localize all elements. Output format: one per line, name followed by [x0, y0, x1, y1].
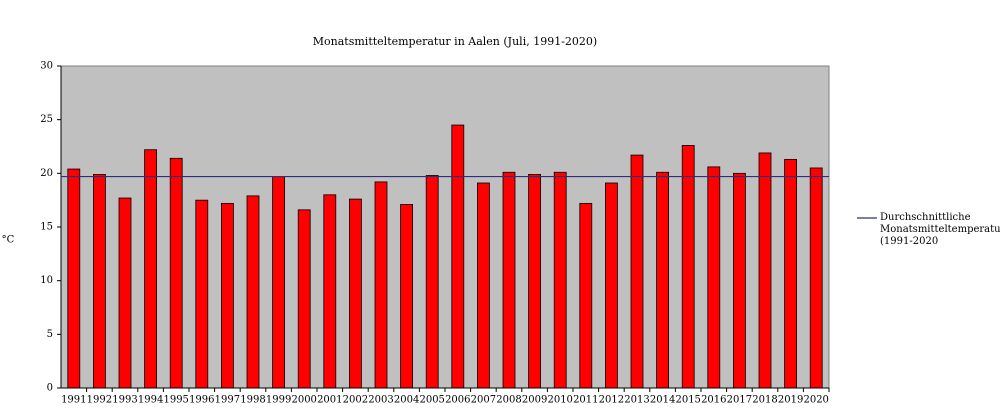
x-tick-label: 1994 — [138, 395, 163, 406]
x-tick-label: 2013 — [624, 395, 649, 406]
x-tick-label: 1993 — [112, 395, 137, 406]
x-tick-label: 2006 — [445, 395, 470, 406]
bar — [630, 154, 644, 389]
bar — [144, 149, 158, 389]
x-tick-label: 1998 — [240, 395, 265, 406]
x-tick-label: 2015 — [675, 395, 700, 406]
x-tick-label: 1992 — [87, 395, 112, 406]
bar — [272, 176, 286, 389]
bar — [553, 171, 567, 389]
bar — [681, 145, 695, 389]
bar — [476, 182, 490, 389]
bar — [425, 175, 439, 389]
legend-label: Durchschnittliche Monatsmitteltemperatur… — [880, 212, 1000, 247]
x-tick-label: 2011 — [573, 395, 598, 406]
chart-title: Monatsmitteltemperatur in Aalen (Juli, 1… — [313, 35, 597, 48]
bar — [246, 195, 260, 389]
bar — [93, 174, 106, 389]
y-tick-label: 30 — [40, 61, 53, 72]
y-tick-label: 25 — [40, 114, 53, 125]
bar — [579, 202, 593, 389]
x-tick-label: 2017 — [727, 395, 752, 406]
x-tick-label: 2000 — [291, 395, 316, 406]
x-tick-label: 1996 — [189, 395, 214, 406]
y-tick-label: 5 — [47, 329, 53, 340]
y-tick-label: 15 — [40, 222, 53, 233]
x-tick-label: 1997 — [215, 395, 240, 406]
bar — [195, 199, 209, 389]
bar — [169, 157, 183, 389]
plot-area — [60, 65, 830, 389]
x-tick-label: 2009 — [522, 395, 547, 406]
x-tick-label: 2008 — [496, 395, 521, 406]
bar — [323, 194, 337, 389]
x-tick-label: 2016 — [701, 395, 726, 406]
x-tick-label: 1995 — [163, 395, 188, 406]
bar — [707, 166, 721, 389]
bar — [733, 172, 746, 389]
bar — [809, 167, 823, 389]
y-tick-label: 20 — [40, 168, 53, 179]
x-tick-label: 2018 — [752, 395, 777, 406]
bar — [528, 174, 541, 389]
bar — [451, 124, 465, 389]
x-tick-label: 2001 — [317, 395, 342, 406]
y-tick-label: 10 — [40, 275, 53, 286]
bar — [297, 209, 311, 389]
x-tick-label: 2010 — [547, 395, 572, 406]
x-tick-label: 2012 — [599, 395, 624, 406]
x-tick-label: 2002 — [343, 395, 368, 406]
bar — [67, 168, 81, 389]
bar — [656, 171, 669, 389]
bar — [758, 152, 772, 389]
bar — [348, 198, 362, 389]
bar — [220, 202, 234, 389]
bar — [400, 204, 414, 389]
x-tick-label: 2020 — [803, 395, 828, 406]
x-tick-label: 2019 — [778, 395, 803, 406]
x-tick-label: 2004 — [394, 395, 419, 406]
y-axis-label: °C — [2, 235, 15, 246]
x-tick-label: 2014 — [650, 395, 675, 406]
bar — [605, 182, 618, 389]
bar — [374, 181, 388, 389]
bar — [118, 197, 132, 389]
y-tick-label: 0 — [47, 383, 53, 394]
x-tick-label: 2005 — [419, 395, 444, 406]
bar — [784, 158, 797, 389]
x-tick-label: 2003 — [368, 395, 393, 406]
x-tick-label: 2007 — [471, 395, 496, 406]
x-tick-label: 1991 — [61, 395, 86, 406]
x-tick-label: 1999 — [266, 395, 291, 406]
bar — [502, 171, 516, 389]
